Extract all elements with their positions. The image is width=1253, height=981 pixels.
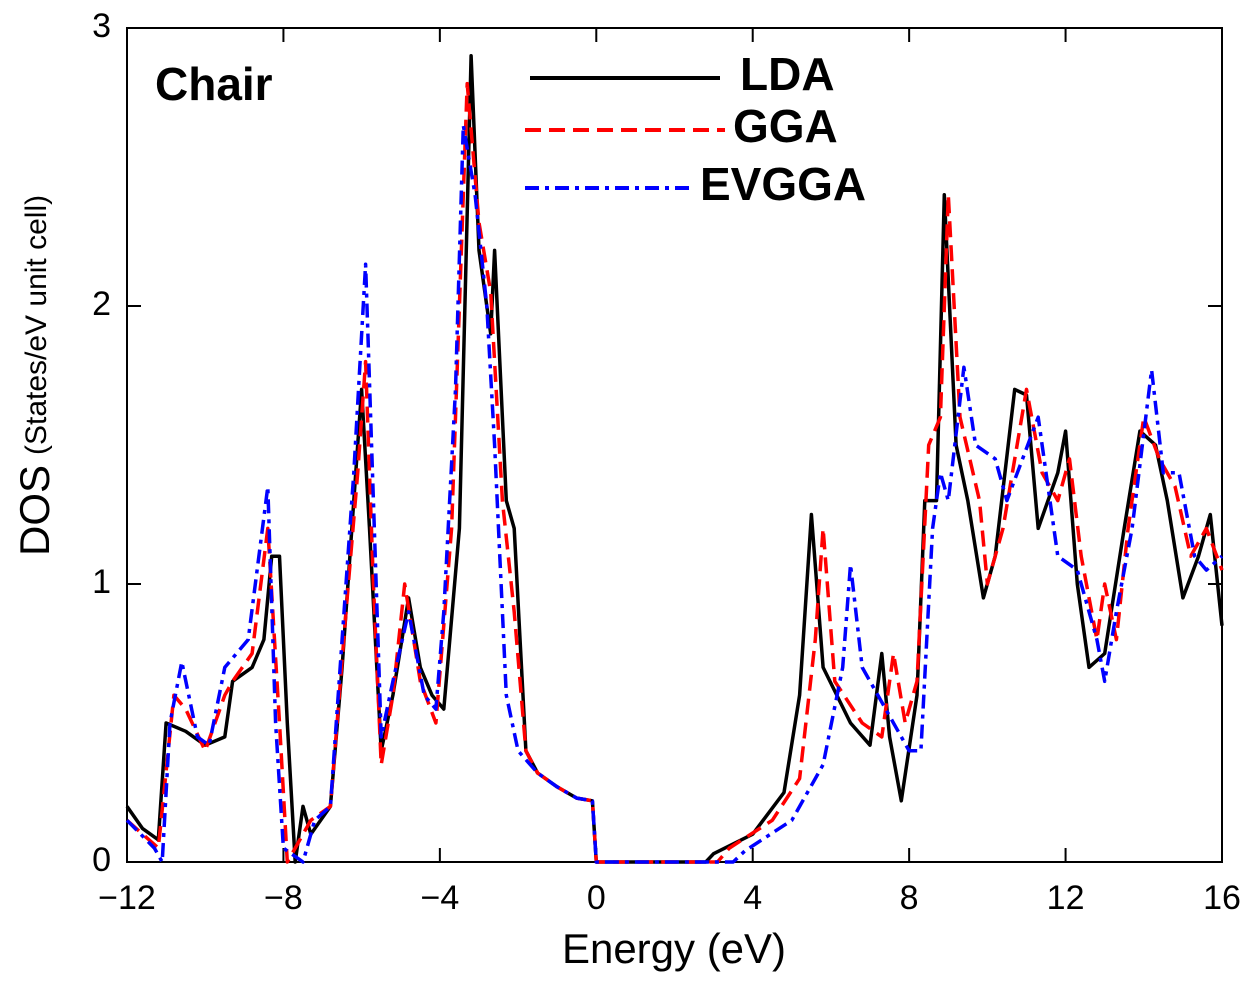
- legend-label: LDA: [740, 48, 835, 100]
- x-axis-label: Energy (eV): [562, 925, 786, 972]
- y-tick-label: 2: [92, 285, 111, 323]
- y-axis-label: DOS: [11, 465, 58, 556]
- x-tick-label: 0: [587, 879, 606, 917]
- y-axis-units: (States/eV unit cell): [20, 195, 53, 455]
- x-tick-label: 4: [743, 879, 762, 917]
- y-tick-label: 3: [92, 7, 111, 45]
- annotation: Chair: [155, 58, 273, 110]
- series-line: [125, 123, 1224, 864]
- x-tick-label: −4: [420, 879, 459, 917]
- legend-label: EVGGA: [700, 158, 866, 210]
- series-line: [125, 54, 1224, 864]
- x-tick-label: 16: [1203, 879, 1241, 917]
- legend-label: GGA: [733, 100, 838, 152]
- x-tick-label: −8: [264, 879, 303, 917]
- x-tick-label: 12: [1047, 879, 1085, 917]
- plot-frame: [126, 27, 1223, 863]
- y-tick-label: 1: [92, 563, 111, 601]
- y-axis-label-group: DOS (States/eV unit cell): [11, 195, 58, 556]
- x-tick-label: −12: [98, 879, 156, 917]
- y-tick-label: 0: [92, 841, 111, 879]
- x-tick-label: 8: [900, 879, 919, 917]
